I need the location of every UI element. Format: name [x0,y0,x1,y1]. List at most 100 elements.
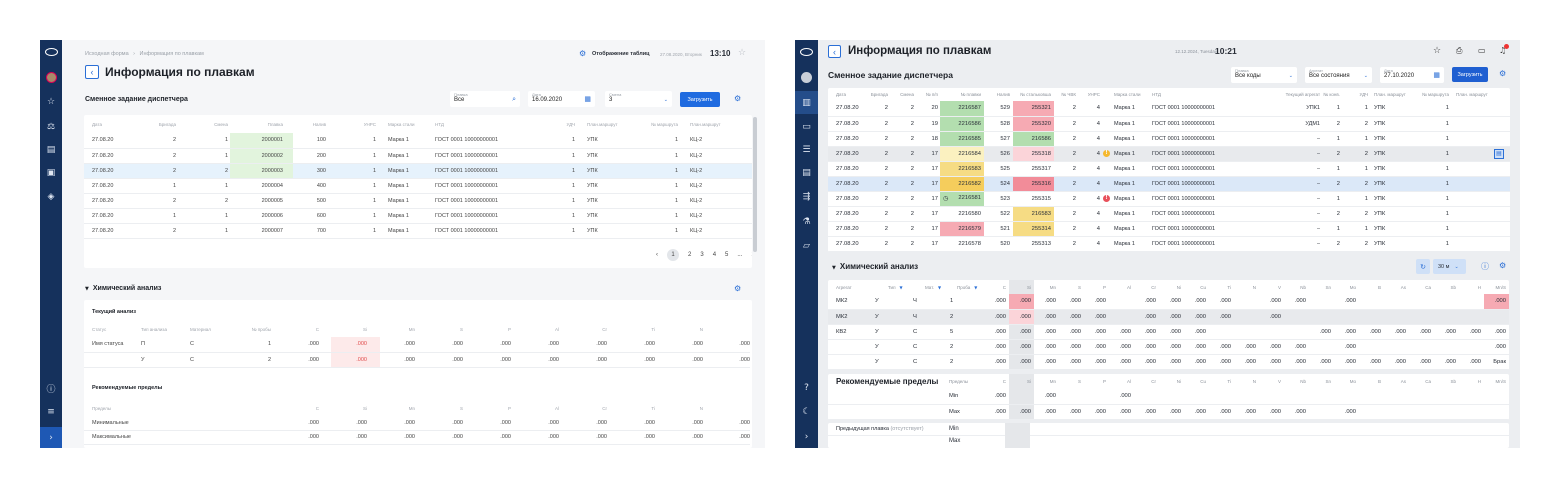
table-row[interactable]: Min .000 .000 .000 [828,389,1509,405]
info-icon[interactable]: ⓘ [1481,262,1489,271]
table-row[interactable]: 27.08.20 2 2 17 2216580 522 216583 2 4 Марка 1 ГОС… [828,206,1510,222]
table-row[interactable]: МК2 У Ч 2 .000 .000 .000 .000 .000 .000 .000 .000 .0… [828,309,1509,325]
layers-icon[interactable]: ◈ [47,192,55,202]
display-tables-link[interactable]: Отображение таблиц [592,51,650,57]
table-row[interactable]: 27.08.20 2 2 18 2216585 527 216586 2 4 Марка 1 ГОС… [828,131,1510,147]
back-button[interactable]: ‹ [828,45,841,58]
table-row[interactable]: Max .000 .000 .000 .000 .000 .000 .000 .000 .000.… [828,404,1509,420]
scrollbar[interactable] [753,117,757,252]
table-row[interactable]: 27.08.20 2 2 20 2216587 529 255321 2 4 Марка 1 ГОС… [828,101,1510,117]
back-button[interactable]: ‹ [85,65,99,79]
help-icon[interactable]: ? [804,383,809,393]
expand-sidebar-button[interactable]: › [40,427,62,448]
table-row[interactable]: У С 2 .000 .000 .000 .000 .000 .000 .000 .000 .000.… [84,352,750,368]
refresh-interval-select[interactable]: 30 м ⌄ [1433,259,1466,274]
table-row[interactable]: 27.08.20 2 2 17 ◷ 2216581 523 255315 2 4! Марка 1 Г… [828,191,1510,207]
page-button[interactable]: 10 [751,252,752,258]
table-row[interactable]: 27.08.20 2 2 2000005 500 1 Марка 1 ГОСТ 0001 10… [84,193,752,209]
star-icon[interactable]: ☆ [1433,46,1442,56]
transfer-icon[interactable]: ⇶ [802,192,811,202]
table-row[interactable]: 27.08.20 1 1 2000004 400 1 Марка 1 ГОСТ 0001 10… [84,178,752,194]
table-row[interactable]: КВ2 У С 5 .000 .000 .000 .000 .000 .000 .000 .000 .0… [828,324,1509,340]
table-row[interactable]: 27.08.20 2 2 17 2216579 521 255314 2 4 Марка 1 ГОС… [828,221,1510,237]
page-button[interactable]: 4 [712,252,717,258]
shift-select[interactable]: Смена 3 ⌄ [605,91,672,107]
chem-settings-icon[interactable]: ⚙ [1499,261,1507,270]
calendar-icon[interactable]: ▣ [46,168,56,178]
star-icon[interactable]: ☆ [738,48,747,58]
video-icon[interactable]: ▭ [802,122,811,132]
error-badge-icon[interactable]: ! [1103,195,1110,202]
breadcrumb-link[interactable]: Исходная форма [85,51,129,57]
search-icon[interactable]: ⌕ [512,95,516,103]
section-title: Сменное задание диспетчера [828,70,953,80]
document-icon[interactable]: ▤ [46,145,56,155]
chem-section-toggle[interactable]: ▼ Химический анализ [832,262,918,271]
column-header: Al [1109,280,1134,294]
calendar-icon[interactable]: ▦ [584,95,591,103]
table-row[interactable]: 27.08.20 2 1 2000002 200 1 Марка 1 ГОСТ 0001 10… [84,148,752,164]
table-row[interactable]: 27.08.20 2 2 17 2216582 524 255316 2 4 Марка 1 ГОС… [828,176,1510,192]
table-row[interactable]: 27.08.20 2 2 19 2216586 528 255320 2 4 Марка 1 ГОС… [828,116,1510,132]
user-avatar[interactable] [795,68,818,86]
plavka-select[interactable]: Плавка Все коды ⌄ [1231,67,1297,83]
folder-icon[interactable]: ▱ [803,241,810,251]
table-row[interactable]: 27.08.20 1 1 2000006 600 1 Марка 1 ГОСТ 0001 10… [84,208,752,224]
gear-icon[interactable]: ⚙ [579,49,587,58]
prev-page-button[interactable]: ‹ [656,252,658,258]
table-row[interactable]: 27.08.20 2 2 2000003 300 1 Марка 1 ГОСТ 0001 10… [84,163,752,179]
table-row[interactable]: 27.08.20 2 2 17 2216578 520 255313 2 4 Марка 1 ГОС… [828,236,1510,252]
sort-icon[interactable]: ▼ [938,284,942,290]
table-row[interactable]: 27.08.20 2 1 2000007 700 1 Марка 1 ГОСТ 0001 10… [84,223,752,239]
star-icon[interactable]: ☆ [46,97,56,107]
page-button[interactable]: 3 [700,252,704,258]
page-button[interactable]: 5 [725,252,729,258]
flask-icon[interactable]: ⚗ [802,217,811,227]
server-icon[interactable]: ▤ [802,168,811,178]
page-button-current[interactable]: 1 [667,249,679,261]
load-button[interactable]: Загрузить [1452,67,1488,82]
table-row[interactable]: 27.08.20 2 2 17 2216583 525 255317 2 4 Марка 1 ГОС… [828,161,1510,177]
table-settings-icon[interactable]: ⚙ [734,94,742,103]
table-cell: .000 [985,404,1009,420]
table-row[interactable]: У С 2 .000 .000 .000 .000 .000 .000 .000 .000 .000.… [828,339,1509,355]
warning-badge-icon[interactable]: ! [1103,150,1110,157]
plavka-filter[interactable]: Плавка Все ⌕ [450,91,520,107]
table-row[interactable]: У С 2 .000 .000 .000 .000 .000 .000 .000 .000 .000.… [828,354,1509,370]
user-avatar[interactable] [40,68,62,86]
sliders-icon[interactable]: ≡ [47,407,55,417]
moon-icon[interactable]: ☾ [802,407,811,417]
date-filter[interactable]: Дата 27.10.2020 ▦ [1380,67,1444,83]
calendar-icon[interactable]: ▦ [1433,71,1440,79]
bell-icon[interactable]: ♫ [1499,44,1509,55]
chem-section-toggle[interactable]: ▼ Химический анализ [85,285,161,292]
table-row[interactable]: Минимальные .000 .000 .000 .000 .000 .000 .000.… [84,416,750,431]
sort-icon[interactable]: ▼ [899,284,903,290]
table-row[interactable]: 27.08.20 2 2 17 2216584 526 255318 2 4! Марка 1 ГО… [828,146,1510,162]
table-row[interactable]: МК2 У Ч 1 .000 .000 .000 .000 .000 .000 .000 .000 .0… [828,294,1509,310]
page-button[interactable]: 2 [688,252,692,258]
table-row[interactable]: 27.08.20 2 1 2000001 100 1 Марка 1 ГОСТ 0001 10… [84,133,752,149]
table-row[interactable]: Максимальные .000 .000 .000 .000 .000 .000 .000… [84,430,750,445]
sort-icon[interactable]: ▼ [974,284,978,290]
chem-settings-icon[interactable]: ⚙ [734,284,742,293]
column-header-text: B [1377,379,1381,384]
load-button[interactable]: Загрузить [680,92,720,107]
expand-sidebar-button[interactable]: › [804,432,809,442]
video-icon[interactable]: ▭ [1478,46,1486,55]
list-icon[interactable]: ☰ [802,145,811,155]
date-filter[interactable]: Дата 16.09.2020 ▦ [528,91,595,107]
table-settings-icon[interactable]: ⚙ [1499,69,1507,78]
column-header[interactable]: Мат. ▼ [905,280,945,294]
column-header[interactable]: Проба ▼ [945,280,985,294]
scales-icon[interactable]: ⚖ [46,122,56,132]
document-action-icon[interactable]: ▤ [1494,148,1504,159]
refresh-button[interactable]: ↻ [1416,259,1430,274]
building-icon[interactable]: ▥ [795,91,818,114]
printer-icon[interactable]: ⎙ [1456,46,1463,55]
help-icon[interactable]: ⓘ [46,384,56,395]
table-row[interactable]: Имя статуса П С 1 .000 .000 .000 .000 .000 .000 .0… [84,337,750,353]
column-header[interactable]: Тип ▼ [870,280,905,294]
aggregate-select[interactable]: Агрегат Все состояния ⌄ [1305,67,1372,83]
table-cell-text: 1 [372,212,376,219]
